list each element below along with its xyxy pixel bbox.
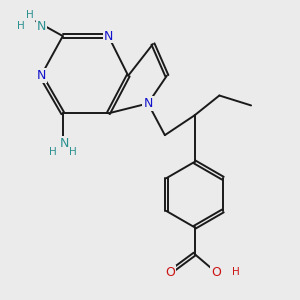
Text: N: N	[143, 97, 153, 110]
Text: H: H	[50, 148, 57, 158]
Text: O: O	[211, 266, 221, 279]
Text: N: N	[36, 69, 46, 82]
Text: N: N	[37, 20, 46, 33]
Text: O: O	[165, 266, 175, 279]
Text: H: H	[69, 148, 77, 158]
Text: N: N	[60, 137, 69, 150]
Text: H: H	[17, 21, 25, 31]
Text: H: H	[26, 10, 33, 20]
Text: N: N	[104, 30, 113, 43]
Text: H: H	[232, 267, 240, 278]
